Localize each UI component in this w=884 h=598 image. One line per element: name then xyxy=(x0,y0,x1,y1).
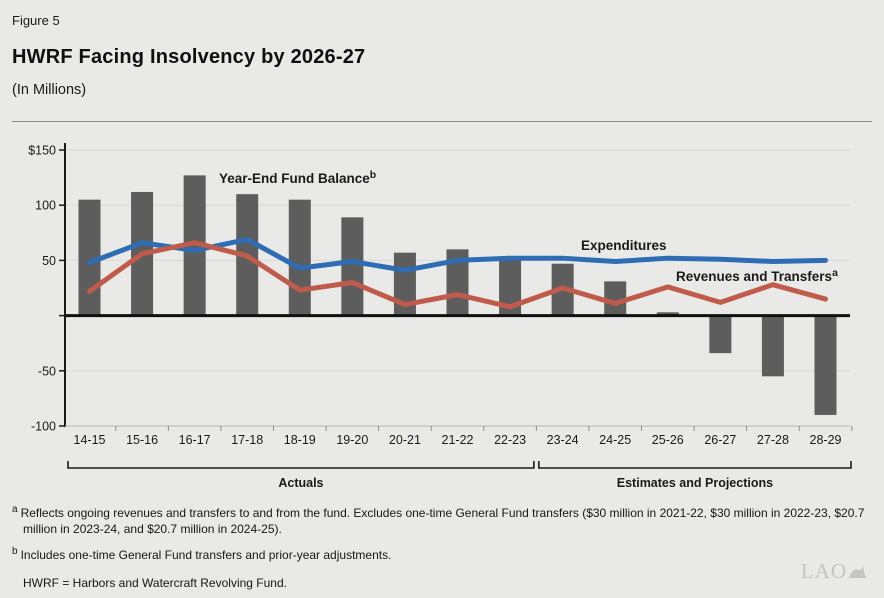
year-end-fund-balance-label: Year-End Fund Balanceb xyxy=(219,169,376,186)
x-tick-label: 21-22 xyxy=(442,433,474,447)
bar-19-20 xyxy=(341,217,364,316)
hwrf-definition: HWRF = Harbors and Watercraft Revolving … xyxy=(23,576,287,590)
bar-18-19 xyxy=(288,199,311,316)
footnote-a-text: Reflects ongoing revenues and transfers … xyxy=(20,506,865,536)
bar-21-22 xyxy=(446,249,469,316)
x-tick-label: 20-21 xyxy=(389,433,421,447)
page-title: HWRF Facing Insolvency by 2026-27 xyxy=(12,46,366,68)
revenues-and-transfers-line xyxy=(87,240,828,310)
footnote-a: a Reflects ongoing revenues and transfers… xyxy=(12,502,870,537)
x-tick-label: 15-16 xyxy=(126,433,158,447)
lao-logo-text: LAO xyxy=(800,559,847,583)
figure-label: Figure 5 xyxy=(12,13,60,28)
actuals-bracket xyxy=(67,461,535,469)
x-tick-label: 27-28 xyxy=(757,433,789,447)
chart-canvas: $150 100 50 -50 -100 14-15 15-16 16-17 17-18 18-1… xyxy=(28,143,853,490)
bar-25-26 xyxy=(656,312,679,316)
estimates-and-projections-bracket-label: Estimates and Projections xyxy=(617,476,773,490)
y-tick-label: -50 xyxy=(38,364,56,378)
x-tick-label: 24-25 xyxy=(599,433,631,447)
estimates-and-projections-bracket xyxy=(538,461,852,469)
lao-bear-icon xyxy=(849,564,867,578)
x-tick-label: 17-18 xyxy=(231,433,263,447)
y-tick-label: -100 xyxy=(31,420,56,434)
x-tick-label: 25-26 xyxy=(652,433,684,447)
bar-16-17 xyxy=(183,175,206,316)
bar-27-28 xyxy=(761,315,784,377)
lao-logo: LAO xyxy=(801,559,868,584)
bar-26-27 xyxy=(709,315,732,354)
header-divider xyxy=(12,121,872,122)
y-tick-label: $150 xyxy=(28,144,56,158)
bar-24-25 xyxy=(604,281,627,316)
y-tick-label: 50 xyxy=(42,254,56,268)
x-tick-label: 22-23 xyxy=(494,433,526,447)
expenditures-label: Expenditures xyxy=(581,238,667,253)
x-tick-label: 14-15 xyxy=(74,433,106,447)
footnote-b: b Includes one-time General Fund transfer… xyxy=(12,544,870,563)
chart-subtitle: (In Millions) xyxy=(12,82,87,98)
revenues-and-transfers-label: Revenues and Transfersa xyxy=(676,267,838,284)
x-tick-label: 19-20 xyxy=(336,433,368,447)
footnote-b-text: Includes one-time General Fund transfers… xyxy=(20,548,392,562)
x-tick-label: 28-29 xyxy=(810,433,842,447)
bar-22-23 xyxy=(499,260,522,316)
x-tick-label: 16-17 xyxy=(179,433,211,447)
footnotes: a Reflects ongoing revenues and transfers… xyxy=(12,502,870,598)
x-tick-label: 18-19 xyxy=(284,433,316,447)
bar-28-29 xyxy=(814,315,837,415)
footnote-a-marker: a xyxy=(12,504,18,515)
x-tick-label: 23-24 xyxy=(547,433,579,447)
footnote-b-marker: b xyxy=(12,546,18,557)
x-tick-label: 26-27 xyxy=(704,433,736,447)
actuals-bracket-label: Actuals xyxy=(278,476,323,490)
y-tick-label: 100 xyxy=(35,199,56,213)
